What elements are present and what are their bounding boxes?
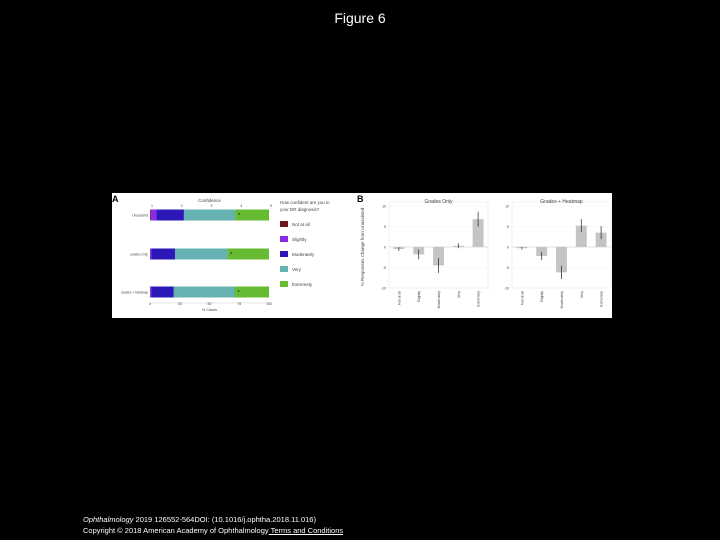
panel-a-legend-title: How confident are you in (280, 200, 330, 205)
panel-a-legend-label: Extremely (292, 282, 313, 287)
figure-panel: A Confidence 1 2 3 4 5 Unassisted * Grades Only * G… (112, 193, 612, 318)
panel-b-y-tick: 10 (505, 205, 509, 209)
panel-a-significance-marker: * (238, 213, 240, 219)
panel-a-bar-segment (151, 286, 174, 298)
panel-b-category-label: Slightly (540, 291, 544, 303)
panel-b-bar (472, 219, 484, 247)
panel-a-bar-segment (227, 248, 269, 260)
panel-a-top-tick: 5 (270, 204, 272, 208)
panel-a-legend-title: your DR diagnosis? (280, 207, 320, 212)
panel-a-bar-segment (156, 209, 184, 221)
panel-b-y-label: % Responses Change from Unassisted (360, 207, 365, 286)
panel-a-bar-segment (150, 248, 152, 260)
panel-b-category-label: Not at all (520, 291, 524, 305)
panel-a-bar-segment (150, 209, 151, 221)
panel-a-bar-segment (235, 209, 269, 221)
panel-b-label: B (357, 194, 364, 204)
panel-b-y-tick: -5 (506, 266, 509, 270)
panel-b-category-label: Very (457, 291, 461, 298)
panel-b-y-tick: 0 (384, 246, 386, 250)
panel-a-bar-segment (173, 286, 235, 298)
panel-a-x-tick: 25 (178, 302, 182, 306)
panel-a-title: Confidence (198, 198, 221, 203)
panel-b-subplot-title: Grades + Heatmap (540, 199, 583, 205)
panel-b-y-tick: -10 (381, 287, 386, 291)
panel-a-legend-label: Not at all (292, 222, 310, 227)
panel-a-legend-swatch (280, 266, 288, 272)
terms-link[interactable]: Terms and Conditions (268, 526, 344, 535)
panel-b-y-tick: 5 (507, 225, 509, 229)
panel-a-x-tick: 0 (149, 302, 151, 306)
panel-a-legend-label: Slightly (292, 237, 307, 242)
panel-a-category-label: Grades Only (130, 253, 148, 257)
panel-b-bar (556, 247, 567, 273)
panel-a-top-tick: 3 (211, 204, 213, 208)
panel-b-y-tick: 10 (382, 205, 386, 209)
panel-b-bar (575, 225, 587, 247)
panel-b-y-tick: 5 (384, 225, 386, 229)
panel-b-category-label: Moderately (560, 291, 564, 309)
panel-a-legend-swatch (280, 221, 288, 227)
panel-b-category-label: Extremely (477, 291, 481, 307)
panel-a-x-label: % Cases (202, 308, 217, 312)
panel-b-y-tick: -5 (383, 266, 386, 270)
panel-b-category-label: Moderately (437, 291, 441, 309)
panel-a-legend-swatch (280, 251, 288, 257)
panel-b-subplot-title: Grades Only (424, 199, 453, 205)
slide-title: Figure 6 (334, 10, 386, 26)
panel-a-bar-segment (183, 209, 236, 221)
panel-a-bar-segment (151, 248, 175, 260)
panel-b-bar (536, 247, 548, 257)
panel-a-top-tick: 1 (151, 204, 153, 208)
panel-a-legend-label: Very (292, 267, 302, 272)
panel-a-x-tick: 75 (237, 302, 241, 306)
panel-a-bar-segment (174, 248, 228, 260)
panel-b-category-label: Not at all (397, 291, 401, 305)
panel-b-y-tick: 0 (507, 246, 509, 250)
journal-name: Ophthalmology (83, 515, 134, 524)
copyright-text: Copyright © 2018 American Academy of Oph… (83, 526, 269, 535)
panel-b-category-label: Extremely (600, 291, 604, 307)
copyright-line: Copyright © 2018 American Academy of Oph… (83, 525, 343, 536)
citation-text: 2019 126552-564DOI: (10.1016/j.ophtha.20… (133, 515, 316, 524)
citation-footer: Ophthalmology 2019 126552-564DOI: (10.10… (83, 514, 343, 536)
panel-a-x-tick: 100 (266, 302, 272, 306)
panel-a-x-tick: 50 (208, 302, 212, 306)
panel-a-significance-marker: * (238, 290, 240, 296)
panel-b-bar (433, 247, 444, 266)
panel-a-significance-marker: * (230, 252, 232, 258)
panel-a-top-tick: 2 (181, 204, 183, 208)
panel-a-category-label: Unassisted (132, 214, 148, 218)
panel-b-category-label: Slightly (417, 291, 421, 303)
panel-a-legend-swatch (280, 236, 288, 242)
panel-a-category-label: Grades + Heatmap (121, 291, 148, 295)
figure-svg: A Confidence 1 2 3 4 5 Unassisted * Grades Only * G… (112, 194, 612, 312)
panel-b-category-label: Very (580, 291, 584, 298)
panel-a-top-tick: 4 (240, 204, 242, 208)
panel-a-bar-segment (150, 209, 157, 221)
panel-a-legend-label: Moderately (292, 252, 315, 257)
panel-b-y-tick: -10 (504, 287, 509, 291)
citation-line: Ophthalmology 2019 126552-564DOI: (10.10… (83, 514, 343, 525)
panel-a-bar-segment (234, 286, 269, 298)
panel-a-bar-segment (150, 286, 152, 298)
panel-a-label: A (112, 194, 119, 204)
panel-a-legend-swatch (280, 281, 288, 287)
panel-b-bar (595, 232, 607, 247)
